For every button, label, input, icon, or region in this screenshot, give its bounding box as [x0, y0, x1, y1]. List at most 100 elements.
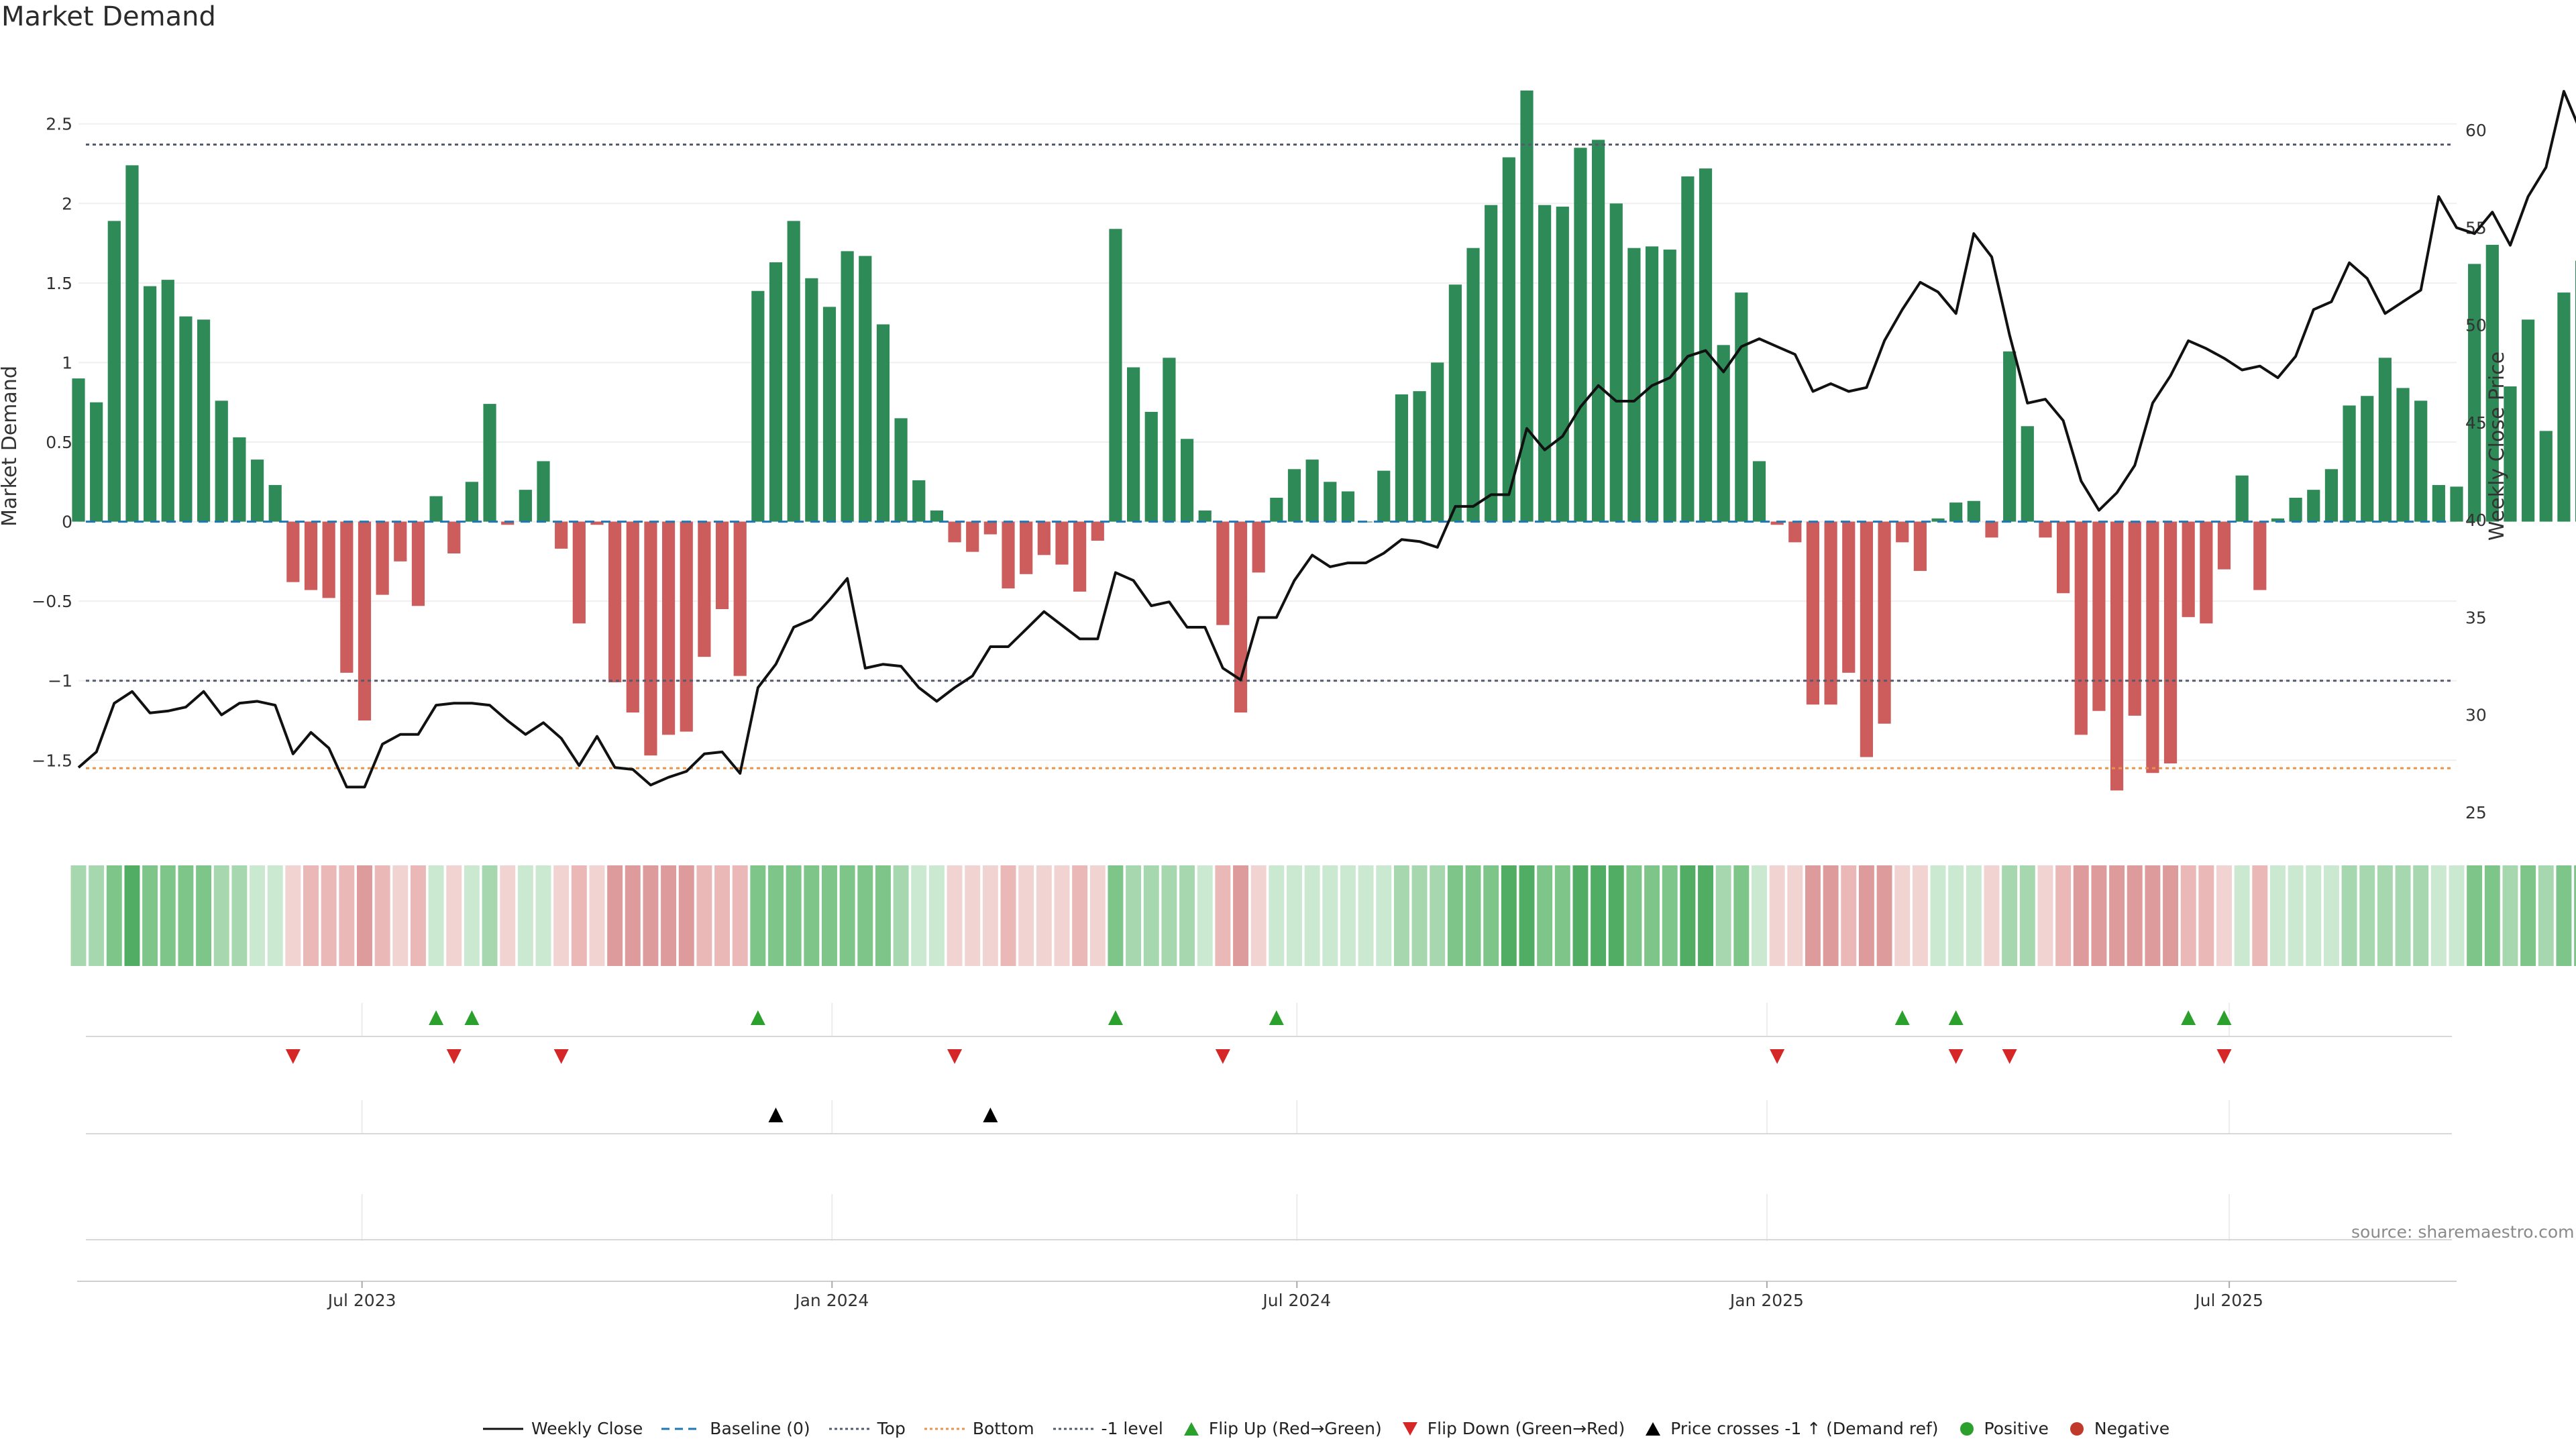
demand-bar: [1860, 521, 1874, 757]
demand-bar: [1126, 367, 1140, 522]
heat-cell: [285, 865, 301, 966]
heat-cell: [2359, 865, 2375, 966]
demand-bar: [519, 490, 532, 522]
demand-bar: [626, 521, 639, 713]
legend-swatch: [1960, 1421, 1974, 1436]
demand-bar: [429, 496, 443, 522]
demand-bar: [1806, 521, 1820, 705]
demand-bars: [72, 90, 2576, 791]
demand-bar: [1502, 157, 1515, 522]
demand-bar: [1878, 521, 1891, 724]
demand-bar: [822, 307, 837, 522]
y2-tick-label: 60: [2465, 121, 2487, 140]
y-tick-label: 1.5: [46, 274, 72, 293]
heat-cell: [2574, 865, 2576, 966]
demand-bar: [1574, 148, 1587, 522]
heat-cell: [822, 865, 837, 966]
demand-bar: [161, 280, 174, 522]
demand-bar: [2163, 521, 2178, 764]
heat-cell: [196, 865, 212, 966]
demand-bar: [2146, 521, 2159, 773]
legend-swatch: [1053, 1428, 1093, 1430]
heat-cell: [768, 865, 784, 966]
demand-bar: [1556, 207, 1569, 522]
heat-cell: [1662, 865, 1678, 966]
flip-up-marker: [2216, 1010, 2232, 1025]
heat-cell: [213, 865, 229, 966]
heat-cell: [875, 865, 891, 966]
demand-bar: [2361, 396, 2374, 522]
heat-cell: [750, 865, 766, 966]
heat-cell: [374, 865, 390, 966]
heat-cell: [1411, 865, 1428, 966]
weekly-close-line: [77, 90, 2576, 789]
demand-bar: [2324, 469, 2339, 522]
flip-down-marker: [285, 1049, 301, 1064]
heat-cell: [1715, 865, 1731, 966]
heat-cell: [1393, 865, 1409, 966]
heat-cell: [1250, 865, 1267, 966]
demand-bar: [1431, 362, 1444, 522]
heat-cell: [267, 865, 283, 966]
demand-bar: [1395, 394, 1409, 522]
legend-label: Weekly Close: [531, 1419, 643, 1438]
demand-bar: [644, 521, 657, 756]
demand-bar: [2378, 358, 2392, 522]
legend-label: Positive: [1984, 1419, 2049, 1438]
demand-bar: [787, 221, 800, 522]
price-cross-marker: [983, 1108, 998, 1122]
demand-bar: [751, 290, 765, 522]
demand-bar: [1538, 205, 1552, 522]
demand-bar: [2450, 486, 2463, 522]
heat-cell: [1179, 865, 1195, 966]
heat-cell: [2413, 865, 2429, 966]
demand-bar: [1287, 469, 1301, 522]
demand-bar: [1788, 521, 1802, 543]
legend-item: Flip Up (Red→Green): [1182, 1419, 1382, 1438]
demand-bar: [1896, 521, 1909, 543]
demand-bar: [733, 521, 747, 676]
heat-cell: [1322, 865, 1338, 966]
legend-swatch: [483, 1428, 523, 1430]
demand-bar: [1931, 518, 1945, 522]
heat-cell: [1287, 865, 1302, 966]
heat-cell: [678, 865, 694, 966]
demand-heat-strip: [70, 865, 2576, 966]
legend-swatch: [2070, 1421, 2084, 1436]
x-tick-label: Jan 2024: [794, 1291, 869, 1310]
heat-cell: [1626, 865, 1642, 966]
x-tick-label: Jul 2024: [1261, 1291, 1331, 1310]
y-tick-label: −1: [48, 672, 72, 691]
demand-bar: [2271, 518, 2285, 522]
legend-swatch: [1402, 1421, 1417, 1436]
demand-bar: [661, 521, 676, 735]
heat-cell: [446, 865, 462, 966]
heat-cell: [500, 865, 516, 966]
demand-bar: [1341, 491, 1355, 522]
demand-bar: [572, 521, 586, 624]
heat-cell: [1108, 865, 1124, 966]
heat-cell: [1733, 865, 1750, 966]
y2-tick-label: 25: [2465, 803, 2487, 822]
heat-cell: [2234, 865, 2250, 966]
demand-bar: [2128, 521, 2141, 716]
heat-cell: [2073, 865, 2089, 966]
heat-cell: [714, 865, 731, 966]
heat-cell: [2484, 865, 2500, 966]
demand-bar: [590, 521, 604, 525]
heat-cell: [1591, 865, 1607, 966]
heat-cell: [1769, 865, 1785, 966]
legend-swatch: [924, 1428, 965, 1430]
heat-cell: [911, 865, 927, 966]
flip-up-marker: [1108, 1010, 1123, 1025]
heat-cell: [1805, 865, 1821, 966]
demand-bar: [1324, 482, 1337, 522]
demand-bar: [2217, 521, 2231, 570]
flip-down-marker: [1948, 1049, 1964, 1064]
demand-bar: [2343, 405, 2356, 522]
price-cross-marker: [768, 1108, 784, 1122]
heat-cell: [2163, 865, 2178, 966]
heat-cell: [1948, 865, 1964, 966]
demand-bar: [2039, 521, 2052, 538]
heat-cell: [1269, 865, 1285, 966]
